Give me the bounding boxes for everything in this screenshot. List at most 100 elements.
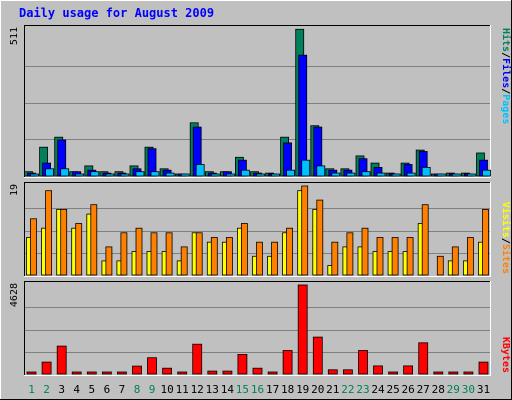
panel-3: 4628 KBytes [9,281,511,376]
bar-kbytes-day-15 [237,353,248,375]
legend-separator: / [500,238,511,244]
bar-pages-day-12 [195,164,205,177]
bar-pages-day-22 [346,172,356,177]
day-label-3: 3 [58,383,65,396]
bar-sites-day-30 [466,237,474,276]
bar-kbytes-day-28 [433,371,444,375]
day-label-23: 23 [356,383,369,396]
bar-sites-day-27 [421,204,429,276]
bar-kbytes-day-1 [26,371,37,375]
bar-sites-day-21 [331,241,339,276]
day-label-21: 21 [326,383,339,396]
bar-pages-day-23 [361,171,371,177]
bar-pages-day-6 [105,173,115,177]
panel-background [24,25,491,178]
day-label-28: 28 [432,383,445,396]
day-label-7: 7 [119,383,126,396]
bar-sites-day-6 [105,246,113,276]
bar-sites-day-9 [150,232,158,276]
bar-kbytes-day-10 [162,367,173,375]
bar-pages-day-11 [180,173,190,177]
bar-sites-day-23 [361,227,369,276]
bar-sites-day-22 [346,232,354,276]
legend-separator: / [500,88,511,94]
bar-kbytes-day-21 [327,369,338,375]
y-max-label: 511 [9,27,20,45]
day-label-1: 1 [28,383,35,396]
legend-panel-2: Visits/Sites [500,202,512,274]
day-label-20: 20 [311,383,324,396]
bar-kbytes-day-13 [207,370,218,375]
bar-kbytes-day-27 [418,342,429,375]
bar-pages-day-1 [30,173,39,177]
bar-sites-day-16 [256,241,263,276]
bar-pages-day-9 [150,171,160,177]
legend-kbytes: KBytes [500,337,511,373]
bar-kbytes-day-20 [312,336,323,375]
day-label-4: 4 [73,383,80,396]
bar-sites-day-10 [165,232,173,276]
day-label-15: 15 [236,383,249,396]
bar-sites-day-5 [90,204,98,276]
day-label-19: 19 [296,383,309,396]
bar-kbytes-day-9 [147,357,157,375]
bar-kbytes-day-23 [358,350,368,375]
day-label-31: 31 [477,383,490,396]
bar-pages-day-31 [482,169,491,177]
day-label-14: 14 [221,383,235,396]
day-label-13: 13 [206,383,219,396]
legend: Visits/Sites [500,202,512,274]
bar-pages-day-2 [45,168,54,177]
bar-pages-day-30 [466,173,476,177]
legend-hits: Hits [500,28,512,52]
day-label-5: 5 [88,383,95,396]
day-label-18: 18 [281,383,294,396]
bar-pages-day-28 [436,173,446,177]
bar-sites-day-24 [376,237,384,276]
bar-sites-day-1 [30,218,37,276]
day-label-9: 9 [149,383,156,396]
bar-sites-day-29 [451,246,459,276]
bar-sites-day-28 [436,255,444,276]
bar-pages-day-21 [331,172,341,177]
day-label-8: 8 [134,383,141,396]
bar-pages-day-16 [256,173,265,177]
bar-pages-day-24 [376,172,386,177]
bar-kbytes-day-6 [102,371,112,375]
bar-kbytes-day-31 [478,361,489,375]
bar-pages-day-13 [210,173,220,177]
day-label-10: 10 [160,383,173,396]
legend-files: Files [500,58,512,88]
bar-pages-day-4 [75,173,85,177]
day-label-27: 27 [417,383,430,396]
day-label-11: 11 [176,383,189,396]
bar-sites-day-3 [60,208,68,276]
bar-pages-day-26 [406,172,416,177]
bar-sites-day-13 [210,237,218,276]
day-label-30: 30 [462,383,475,396]
bar-kbytes-day-29 [448,371,459,375]
legend-separator: / [500,52,511,58]
day-label-29: 29 [447,383,460,396]
day-label-17: 17 [266,383,279,396]
chart-title: Daily usage for August 2009 [19,6,214,20]
bar-sites-day-14 [225,237,233,276]
legend: Hits/Files/Pages [500,28,512,124]
bar-kbytes-day-14 [222,370,233,375]
bar-kbytes-day-5 [86,371,97,375]
legend-pages: Pages [500,94,511,124]
bar-pages-day-18 [286,169,296,177]
bar-kbytes-day-22 [342,369,353,375]
bar-kbytes-day-26 [403,365,414,375]
bar-sites-day-8 [135,227,143,276]
legend-sites: Sites [500,244,512,274]
bar-sites-day-26 [406,237,414,276]
bar-pages-day-17 [271,173,281,177]
bar-pages-day-14 [225,173,235,177]
bar-pages-day-20 [316,165,326,177]
bar-pages-day-19 [301,159,311,177]
day-label-2: 2 [43,383,50,396]
bar-pages-day-25 [391,173,401,177]
bar-sites-day-7 [120,232,128,276]
